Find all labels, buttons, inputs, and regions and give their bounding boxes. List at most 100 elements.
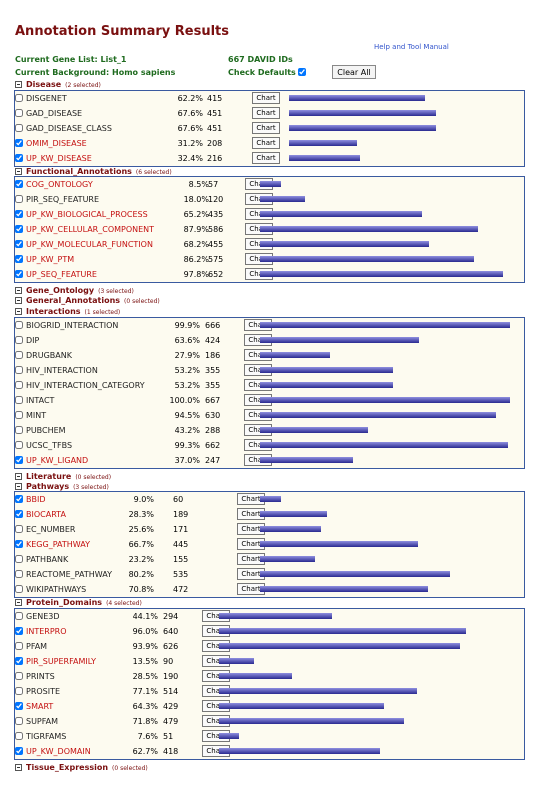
term-percent: 71.8%	[122, 717, 158, 726]
term-checkbox[interactable]	[15, 381, 23, 389]
term-checkbox[interactable]	[15, 426, 23, 434]
term-checkbox[interactable]	[15, 441, 23, 449]
term-checkbox[interactable]	[15, 657, 23, 665]
term-checkbox[interactable]	[15, 585, 23, 593]
term-checkbox[interactable]	[15, 495, 23, 503]
term-percent: 96.0%	[122, 627, 158, 636]
term-checkbox[interactable]	[15, 525, 23, 533]
collapse-toggle-icon[interactable]	[15, 297, 22, 304]
term-name: INTACT	[26, 396, 54, 405]
percent-bar	[219, 688, 417, 694]
help-link[interactable]: Help and Tool Manual	[374, 43, 449, 51]
term-checkbox[interactable]	[15, 321, 23, 329]
term-checkbox[interactable]	[15, 687, 23, 695]
term-name: GENE3D	[26, 612, 60, 621]
category-header[interactable]: General_Annotations (0 selected)	[15, 296, 160, 307]
clear-all-button[interactable]: Clear All	[332, 65, 376, 79]
category-header[interactable]: Tissue_Expression (0 selected)	[15, 763, 148, 774]
term-percent: 66.7%	[118, 540, 154, 549]
term-checkbox[interactable]	[15, 240, 23, 248]
category-selected-count: (1 selected)	[85, 309, 121, 316]
term-checkbox[interactable]	[15, 411, 23, 419]
term-checkbox[interactable]	[15, 270, 23, 278]
term-percent: 8.5%	[173, 180, 209, 189]
collapse-toggle-icon[interactable]	[15, 764, 22, 771]
term-checkbox[interactable]	[15, 336, 23, 344]
percent-bar	[219, 718, 404, 724]
term-name: GAD_DISEASE	[26, 109, 82, 118]
percent-bar	[219, 748, 380, 754]
term-name: UP_KW_PTM	[26, 255, 74, 264]
term-checkbox[interactable]	[15, 124, 23, 132]
term-name: BIOCARTA	[26, 510, 66, 519]
term-checkbox[interactable]	[15, 510, 23, 518]
term-checkbox[interactable]	[15, 396, 23, 404]
table-row: OMIM_DISEASE 31.2% 208 Chart	[15, 136, 524, 151]
term-checkbox[interactable]	[15, 456, 23, 464]
term-checkbox[interactable]	[15, 732, 23, 740]
collapse-toggle-icon[interactable]	[15, 81, 22, 88]
term-name: HIV_INTERACTION	[26, 366, 98, 375]
chart-button[interactable]: Chart	[252, 137, 280, 149]
term-checkbox[interactable]	[15, 612, 23, 620]
term-count: 155	[173, 555, 197, 564]
chart-button[interactable]: Chart	[252, 122, 280, 134]
term-count: 667	[205, 396, 229, 405]
collapse-toggle-icon[interactable]	[15, 473, 22, 480]
term-checkbox[interactable]	[15, 570, 23, 578]
term-percent: 53.2%	[164, 366, 200, 375]
term-checkbox[interactable]	[15, 210, 23, 218]
table-row: INTACT 100.0% 667 Chart	[15, 393, 524, 408]
term-name: UP_KW_MOLECULAR_FUNCTION	[26, 240, 153, 249]
term-name: TIGRFAMS	[26, 732, 66, 741]
term-checkbox[interactable]	[15, 366, 23, 374]
term-count: 120	[208, 195, 232, 204]
table-row: BIOCARTA 28.3% 189 Chart	[15, 507, 524, 522]
collapse-toggle-icon[interactable]	[15, 168, 22, 175]
term-checkbox[interactable]	[15, 351, 23, 359]
collapse-toggle-icon[interactable]	[15, 287, 22, 294]
term-count: 575	[208, 255, 232, 264]
term-checkbox[interactable]	[15, 225, 23, 233]
term-checkbox[interactable]	[15, 109, 23, 117]
collapse-toggle-icon[interactable]	[15, 599, 22, 606]
collapse-toggle-icon[interactable]	[15, 308, 22, 315]
term-checkbox[interactable]	[15, 717, 23, 725]
term-name: DISGENET	[26, 94, 67, 103]
term-count: 418	[163, 747, 187, 756]
term-count: 666	[205, 321, 229, 330]
percent-bar	[260, 256, 474, 262]
term-checkbox[interactable]	[15, 642, 23, 650]
term-percent: 68.2%	[173, 240, 209, 249]
term-checkbox[interactable]	[15, 555, 23, 563]
term-percent: 28.5%	[122, 672, 158, 681]
term-count: 451	[207, 109, 231, 118]
chart-button[interactable]: Chart	[252, 107, 280, 119]
check-defaults: Check Defaults	[228, 68, 306, 77]
term-percent: 87.9%	[173, 225, 209, 234]
term-checkbox[interactable]	[15, 672, 23, 680]
term-checkbox[interactable]	[15, 702, 23, 710]
percent-bar	[219, 673, 292, 679]
check-defaults-checkbox[interactable]	[298, 68, 306, 76]
term-percent: 53.2%	[164, 381, 200, 390]
term-checkbox[interactable]	[15, 627, 23, 635]
percent-bar	[260, 496, 281, 502]
term-checkbox[interactable]	[15, 94, 23, 102]
collapse-toggle-icon[interactable]	[15, 483, 22, 490]
percent-bar	[219, 628, 466, 634]
term-checkbox[interactable]	[15, 195, 23, 203]
chart-button[interactable]: Chart	[252, 92, 280, 104]
term-checkbox[interactable]	[15, 540, 23, 548]
term-checkbox[interactable]	[15, 180, 23, 188]
category-name: Disease	[26, 80, 61, 89]
chart-button[interactable]: Chart	[252, 152, 280, 164]
term-checkbox[interactable]	[15, 747, 23, 755]
term-checkbox[interactable]	[15, 255, 23, 263]
term-checkbox[interactable]	[15, 139, 23, 147]
term-checkbox[interactable]	[15, 154, 23, 162]
table-row: HIV_INTERACTION 53.2% 355 Chart	[15, 363, 524, 378]
percent-bar	[260, 382, 393, 388]
percent-bar	[260, 541, 418, 547]
table-row: INTERPRO 96.0% 640 Chart	[15, 624, 524, 639]
